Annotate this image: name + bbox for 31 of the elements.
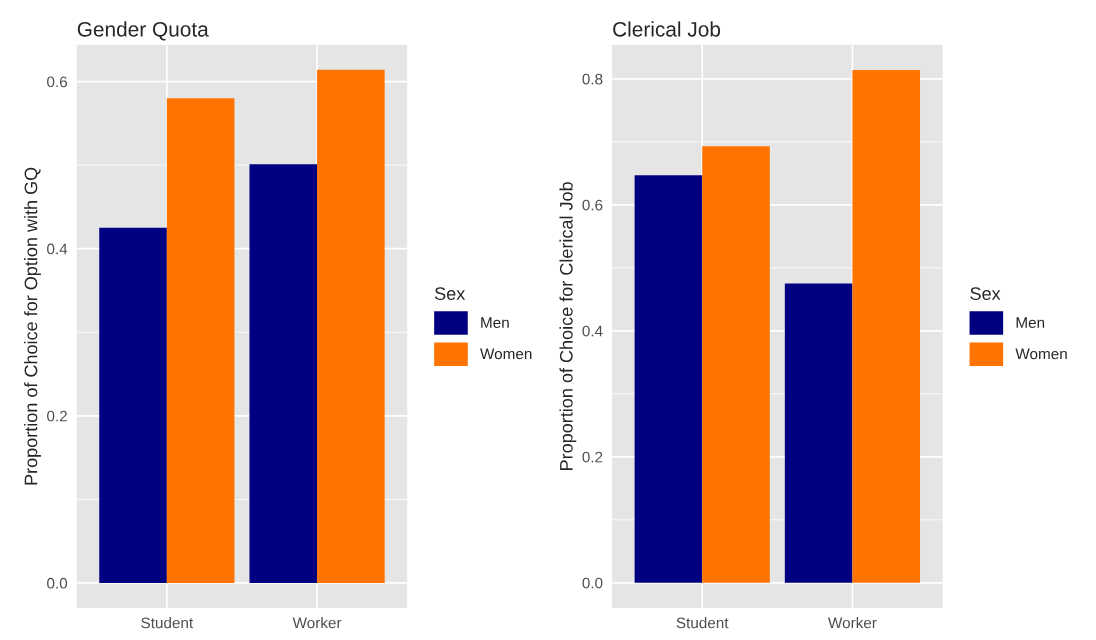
x-tick-label: Worker xyxy=(292,617,342,629)
bar xyxy=(784,283,853,583)
bar xyxy=(99,227,167,583)
y-axis-title: Proportion of Choice for Option with GQ xyxy=(24,167,41,485)
legend-label: Women xyxy=(480,348,532,360)
x-tick-label: Worker xyxy=(828,617,877,629)
y-tick-label: 0.8 xyxy=(582,73,603,85)
y-axis-title: Proportion of Choice for Clerical Job xyxy=(559,182,577,470)
bar xyxy=(702,146,770,583)
bar xyxy=(317,69,385,583)
legend-title: Sex xyxy=(970,287,1001,300)
legend-title: Sex xyxy=(434,287,466,300)
y-tick-label: 0.4 xyxy=(582,325,603,337)
legend-label: Men xyxy=(1016,317,1045,329)
chart-title: Clerical Job xyxy=(613,21,721,37)
legend-label: Men xyxy=(481,317,509,329)
x-tick-label: Student xyxy=(676,617,729,629)
chart-title: Gender Quota xyxy=(77,21,209,41)
y-tick-label: 0.4 xyxy=(47,243,68,255)
x-tick-label: Student xyxy=(141,617,194,629)
y-tick-label: 0.0 xyxy=(47,577,68,589)
bar xyxy=(634,175,703,583)
bar xyxy=(249,164,318,583)
y-tick-label: 0.2 xyxy=(47,410,67,422)
y-tick-label: 0.2 xyxy=(582,451,603,463)
y-tick-label: 0.6 xyxy=(582,199,603,211)
bar xyxy=(166,98,235,583)
bar xyxy=(852,70,921,583)
legend-label: Women xyxy=(1015,348,1067,360)
y-tick-label: 0.0 xyxy=(582,577,603,589)
y-tick-label: 0.6 xyxy=(47,76,68,88)
